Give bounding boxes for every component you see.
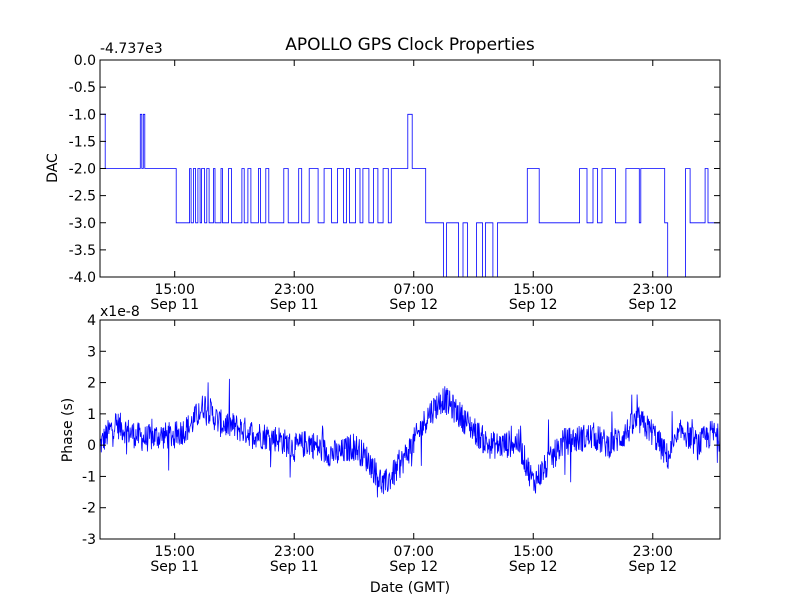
dac-x-tick-date: Sep 12 bbox=[628, 297, 677, 313]
phase-series-line bbox=[100, 378, 721, 498]
phase-y-ticks: 4 3 2 1 0 -1 -2 -3 bbox=[82, 313, 720, 548]
dac-x-tick-time: 15:00 bbox=[155, 282, 195, 298]
phase-y-axis-label: Phase (s) bbox=[60, 398, 76, 462]
phase-x-tick-date: Sep 12 bbox=[389, 559, 438, 575]
dac-x-tick-date: Sep 11 bbox=[270, 297, 319, 313]
dac-offset-label: -4.737e3 bbox=[100, 41, 163, 57]
dac-y-tick-label: -3.5 bbox=[69, 243, 96, 259]
dac-x-tick-date: Sep 12 bbox=[509, 297, 558, 313]
phase-y-tick-label: 2 bbox=[87, 376, 96, 392]
dac-y-tick-label: -0.5 bbox=[69, 80, 96, 96]
phase-x-tick-time: 15:00 bbox=[155, 544, 195, 560]
phase-y-tick-label: 4 bbox=[87, 313, 96, 329]
dac-y-tick-label: -3.0 bbox=[69, 216, 96, 232]
phase-axes-frame bbox=[99, 319, 721, 540]
phase-y-tick-label: 3 bbox=[87, 344, 96, 360]
phase-plot-area bbox=[100, 378, 721, 498]
dac-x-tick-time: 15:00 bbox=[513, 282, 553, 298]
dac-y-axis-label: DAC bbox=[45, 153, 61, 183]
phase-y-tick-label: -3 bbox=[82, 532, 96, 548]
phase-x-tick-time: 07:00 bbox=[394, 544, 434, 560]
phase-x-tick-date: Sep 11 bbox=[150, 559, 199, 575]
phase-y-tick-label: -2 bbox=[82, 501, 96, 517]
dac-y-tick-label: -4.0 bbox=[69, 270, 96, 286]
chart-title: APOLLO GPS Clock Properties bbox=[285, 35, 535, 55]
dac-plot-area bbox=[100, 113, 720, 278]
dac-y-ticks: 0.0 -0.5 -1.0 -1.5 -2.0 -2.5 -3.0 -3.5 -4.0 bbox=[69, 53, 720, 286]
dac-x-tick-time: 07:00 bbox=[394, 282, 434, 298]
dac-x-tick-time: 23:00 bbox=[274, 282, 314, 298]
phase-x-tick-time: 23:00 bbox=[633, 544, 673, 560]
dac-x-tick-time: 23:00 bbox=[633, 282, 673, 298]
phase-y-tick-label: 1 bbox=[87, 407, 96, 423]
phase-offset-label: x1e-8 bbox=[100, 304, 140, 320]
dac-x-tick-date: Sep 12 bbox=[389, 297, 438, 313]
phase-x-tick-date: Sep 12 bbox=[509, 559, 558, 575]
phase-x-axis-label: Date (GMT) bbox=[370, 580, 450, 596]
dac-y-tick-label: -1.5 bbox=[69, 134, 96, 150]
phase-x-tick-date: Sep 11 bbox=[270, 559, 319, 575]
dac-y-tick-label: -2.5 bbox=[69, 189, 96, 205]
dac-y-tick-label: 0.0 bbox=[74, 53, 96, 69]
dac-panel: 0.0 -0.5 -1.0 -1.5 -2.0 -2.5 -3.0 -3.5 -4.0 15:0… bbox=[45, 41, 721, 313]
dac-y-tick-label: -1.0 bbox=[69, 107, 96, 123]
dac-y-tick-label: -2.0 bbox=[69, 162, 96, 178]
phase-x-tick-time: 15:00 bbox=[513, 544, 553, 560]
phase-x-tick-time: 23:00 bbox=[274, 544, 314, 560]
phase-x-tick-date: Sep 12 bbox=[628, 559, 677, 575]
dac-x-tick-date: Sep 11 bbox=[150, 297, 199, 313]
phase-y-tick-label: -1 bbox=[82, 469, 96, 485]
phase-y-tick-label: 0 bbox=[87, 438, 96, 454]
dac-series-line bbox=[100, 113, 720, 278]
